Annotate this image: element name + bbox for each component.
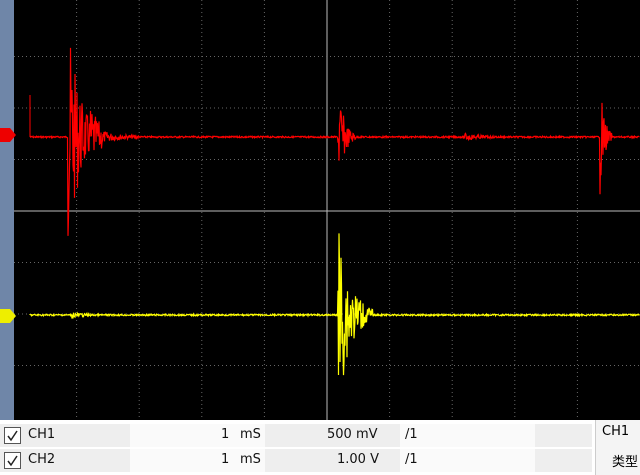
- scope-screen: [0, 0, 640, 420]
- volts-div: 500 mV: [327, 427, 378, 442]
- time-value: 1: [221, 452, 230, 467]
- cell: [400, 424, 535, 447]
- cell: [130, 424, 265, 447]
- ch1-marker: [0, 128, 16, 142]
- channel-row: CH2 1 mS 1.00 V /1: [0, 449, 592, 472]
- cell: [130, 449, 265, 472]
- channel-row: CH1 1 mS 500 mV /1: [0, 424, 592, 447]
- waveforms: [29, 47, 640, 376]
- time-value: 1: [221, 427, 230, 442]
- ch2-marker: [0, 309, 16, 323]
- cell: [400, 449, 535, 472]
- trace: [29, 47, 640, 236]
- side-field: 类型: [612, 455, 639, 470]
- side-panel: CH1 类型: [595, 420, 640, 475]
- probe: /1: [405, 452, 418, 467]
- trace: [29, 233, 640, 376]
- checkbox[interactable]: [4, 452, 21, 469]
- time-unit: mS: [240, 452, 261, 467]
- time-unit: mS: [240, 427, 261, 442]
- probe: /1: [405, 427, 418, 442]
- channel-name: CH1: [28, 427, 56, 442]
- channel-name: CH2: [28, 452, 56, 467]
- grid: [14, 0, 640, 420]
- side-strip: [0, 0, 14, 420]
- checkbox[interactable]: [4, 427, 21, 444]
- side-title: CH1: [602, 424, 630, 439]
- volts-div: 1.00 V: [337, 452, 379, 467]
